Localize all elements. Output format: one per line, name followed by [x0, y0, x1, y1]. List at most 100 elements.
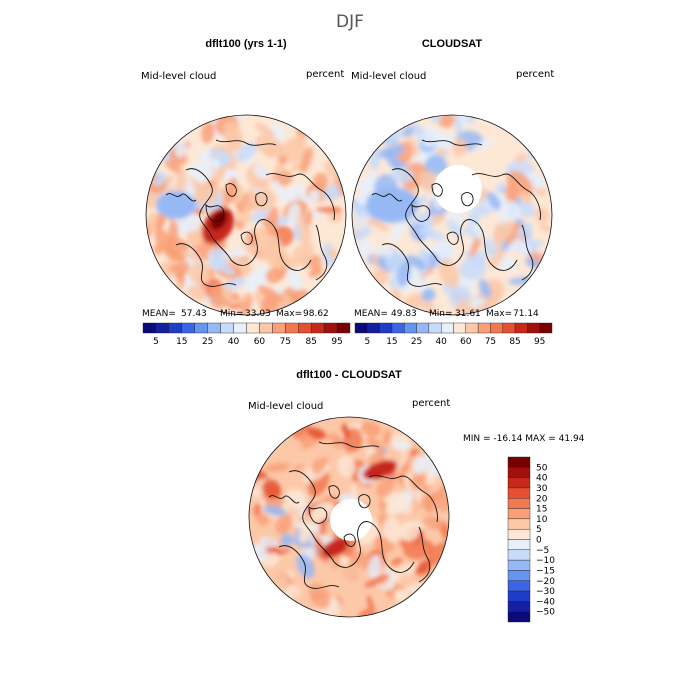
field-patch: [317, 557, 335, 577]
coastline: [461, 192, 474, 207]
field-patch: [191, 243, 209, 261]
field-patch: [507, 237, 523, 253]
field-patch: [308, 267, 323, 278]
colorbar-tick-label: 95: [534, 337, 545, 347]
coastline: [343, 533, 356, 547]
field-patch: [392, 570, 401, 582]
field-patch: [287, 202, 301, 227]
colorbar-swatch: [539, 322, 553, 334]
field-patch: [517, 203, 536, 218]
coastline: [381, 243, 443, 287]
field-patch: [515, 153, 527, 163]
field-patch: [376, 477, 395, 498]
field-patch: [357, 608, 371, 617]
field-patch: [352, 227, 372, 241]
field-patch: [309, 583, 331, 609]
coastline: [446, 231, 459, 245]
figure-title: DJF: [336, 12, 364, 32]
colorbar-tick-label: 5: [364, 337, 370, 347]
field-patch: [356, 180, 373, 192]
field-patch: [459, 257, 487, 280]
field-patch: [497, 201, 521, 223]
colorbar-swatch: [379, 322, 393, 334]
field-patch: [392, 441, 412, 450]
field-patch: [319, 521, 327, 536]
coastline: [240, 231, 253, 245]
field-patch: [406, 254, 427, 270]
colorbar-tick-label: 5: [153, 337, 159, 347]
field-patch: [516, 223, 534, 237]
field-patch: [472, 138, 494, 151]
colorbar-swatch: [507, 580, 531, 592]
mean-label: MEAN=: [142, 309, 176, 319]
field-patch: [525, 171, 546, 189]
field-patch: [468, 297, 485, 308]
field-patch: [495, 183, 507, 193]
field-patch: [421, 130, 438, 148]
colorbar-swatch: [490, 322, 503, 334]
colorbar-swatch: [391, 322, 405, 334]
field-patch: [275, 513, 293, 535]
field-patch: [422, 300, 435, 313]
coastline: [268, 495, 300, 504]
colorbar: 5 15 25 40 60 75 85 95: [142, 322, 351, 347]
panel-title: CLOUDSAT: [422, 38, 483, 50]
field-patch: [343, 578, 359, 608]
colorbar-swatch: [310, 322, 325, 334]
field-patch: [290, 161, 303, 173]
colorbar-swatch: [507, 539, 531, 551]
colorbar-tick-label: 20: [536, 494, 548, 504]
field-patch: [168, 221, 179, 243]
field-patch: [313, 172, 329, 191]
field-patch: [519, 191, 532, 205]
colorbar-tick-label: 60: [460, 337, 472, 347]
coastline: [225, 183, 237, 197]
coastline: [288, 470, 335, 563]
field-patch: [278, 573, 288, 592]
field-patch: [298, 523, 313, 544]
field-patch: [174, 261, 190, 280]
field-patch: [263, 462, 294, 472]
field-patch: [280, 533, 294, 547]
field-patch: [187, 285, 207, 301]
field-patch: [417, 227, 446, 241]
coastline: [165, 193, 197, 202]
field-patch: [413, 277, 430, 292]
colorbar-swatch: [514, 322, 528, 334]
colorbar-swatch: [367, 322, 380, 334]
field-patch: [255, 134, 283, 158]
field-patch: [307, 427, 327, 440]
field-patch: [294, 464, 303, 471]
max-label: Max=: [276, 309, 302, 319]
field-patch: [311, 454, 329, 474]
colorbar-tick-label: 40: [435, 337, 447, 347]
max-label: Max=: [486, 309, 512, 319]
colorbar-swatch: [502, 322, 516, 334]
coastline: [328, 485, 340, 499]
colorbar: 5 15 25 40 60 75 85 95: [354, 322, 553, 347]
colorbar-swatch: [416, 322, 430, 334]
field-patch: [210, 158, 220, 171]
field-patch: [385, 503, 399, 516]
mean-value: 57.43: [181, 309, 207, 319]
colorbar-swatch: [298, 322, 312, 334]
field-patch: [223, 121, 243, 152]
colorbar-tick-label: 50: [536, 463, 548, 473]
coastline: [471, 173, 541, 221]
colorbar-tick-label: −30: [536, 587, 555, 597]
coastline: [185, 168, 232, 261]
field-patch: [285, 488, 308, 510]
field-low-patch: [156, 191, 196, 219]
colorbar-swatch: [354, 322, 368, 334]
colorbar-tick-label: 40: [536, 474, 548, 484]
colorbar-tick-label: 60: [254, 337, 266, 347]
field-patch: [410, 473, 427, 489]
field-patch: [391, 557, 403, 566]
coastline: [265, 173, 335, 221]
mean-label: MEAN=: [354, 309, 388, 319]
coastline: [371, 193, 403, 202]
field-patch: [360, 421, 381, 437]
map-boundary: [145, 114, 347, 316]
field-patch: [287, 267, 302, 291]
